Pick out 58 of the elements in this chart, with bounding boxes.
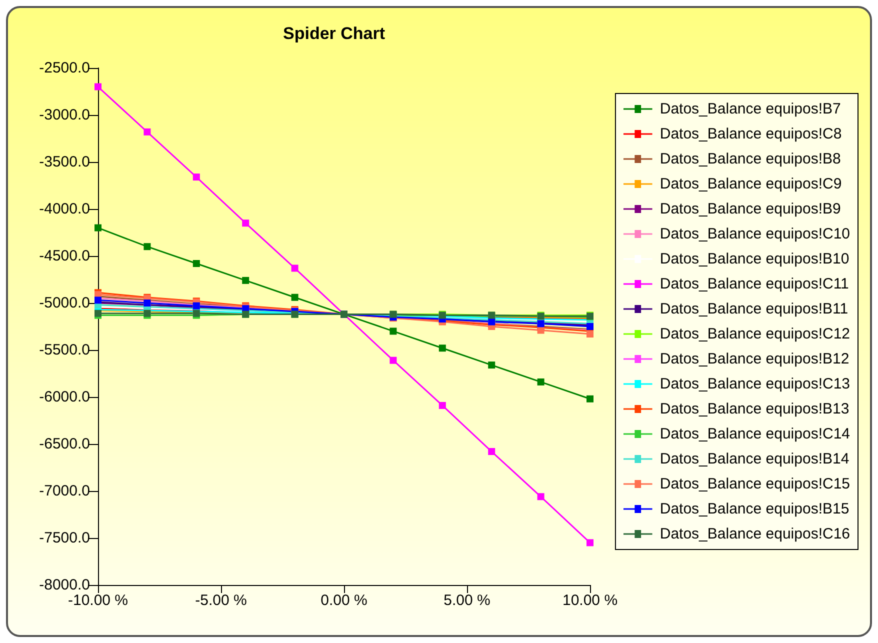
y-tick-label: -2500.0	[39, 60, 90, 76]
point	[488, 448, 496, 456]
point	[488, 362, 496, 369]
legend-label: Datos_Balance equipos!C10	[660, 226, 850, 242]
y-tick-label: -7500.0	[39, 530, 90, 546]
x-tick-label: 10.00 %	[562, 592, 618, 609]
y-tick-label: -5000.0	[39, 294, 90, 312]
point	[192, 174, 200, 181]
point	[537, 378, 544, 386]
y-tick-label: -7000.0	[39, 482, 90, 500]
legend-label: Datos_Balance equipos!C11	[660, 276, 849, 292]
point	[192, 260, 200, 268]
point	[242, 220, 250, 227]
legend-label: Datos_Balance equipos!C12	[660, 326, 850, 342]
point	[144, 243, 151, 250]
x-tick-label: -5.00 %	[195, 592, 247, 609]
legend-label: Datos_Balance equipos!C16	[660, 526, 850, 542]
point	[291, 264, 298, 272]
legend-label: Datos_Balance equipos!B7	[660, 100, 841, 118]
y-tick-label: -3500.0	[39, 154, 90, 170]
legend-label: Datos_Balance equipos!B12	[660, 350, 850, 368]
x-tick-label: 5.00 %	[444, 592, 490, 609]
point	[144, 128, 151, 136]
y-tick-label: -4000.0	[39, 200, 90, 218]
y-tick-label: -5500.0	[39, 342, 90, 358]
y-tick-label: -6000.0	[39, 388, 90, 406]
y-tick-label: -8000.0	[39, 576, 90, 594]
point	[586, 330, 594, 338]
point	[390, 328, 397, 335]
point	[438, 402, 446, 409]
x-tick-label: -10.00 %	[68, 592, 128, 609]
point	[94, 83, 102, 90]
point	[586, 395, 594, 402]
point	[94, 224, 102, 232]
legend-label: Datos_Balance equipos!C8	[660, 126, 842, 142]
legend-label: Datos_Balance equipos!B15	[660, 500, 850, 518]
point	[242, 276, 250, 284]
legend-label: Datos_Balance equipos!B13	[660, 400, 850, 418]
legend-label: Datos_Balance equipos!C9	[660, 176, 842, 192]
point	[390, 356, 397, 364]
point	[438, 344, 446, 352]
y-tick-label: -4500.0	[39, 248, 90, 264]
point	[586, 539, 594, 546]
legend-label: Datos_Balance equipos!B10	[660, 250, 850, 268]
point	[537, 493, 544, 500]
y-tick-label: -3000.0	[39, 106, 90, 124]
legend-label: Datos_Balance equipos!C14	[660, 426, 850, 442]
legend-label: Datos_Balance equipos!B14	[660, 450, 850, 468]
point	[291, 294, 298, 301]
legend-label: Datos_Balance equipos!C15	[660, 476, 850, 492]
y-tick-label: -6500.0	[39, 436, 90, 452]
legend-label: Datos_Balance equipos!C13	[660, 376, 850, 392]
x-tick-label: 0.00 %	[320, 592, 368, 609]
chart-title: Spider Chart	[283, 24, 386, 43]
legend-label: Datos_Balance equipos!B9	[660, 200, 841, 218]
legend-label: Datos_Balance equipos!B11	[660, 300, 848, 318]
legend-label: Datos_Balance equipos!B8	[660, 150, 841, 168]
point	[537, 326, 544, 334]
